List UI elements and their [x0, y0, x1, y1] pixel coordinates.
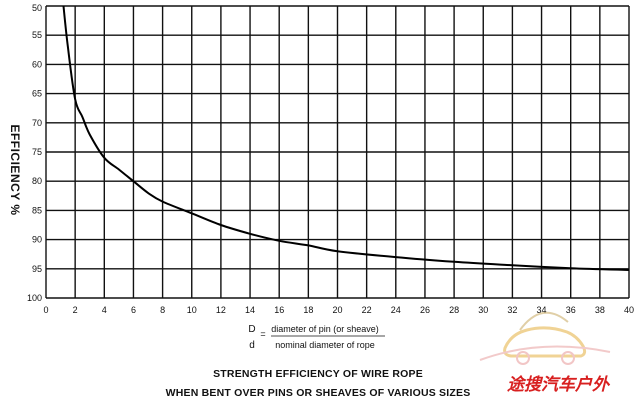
x-tick-labels: 0 2 4 6 8 10 12 14 16 18 20 22 24 26 28 30 32 34 36 38 40: [43, 305, 634, 315]
x-tick-label: 14: [245, 305, 255, 315]
x-tick-label: 6: [131, 305, 136, 315]
watermark-wheel-right-icon: [561, 351, 575, 365]
watermark-car-icon: [503, 326, 587, 358]
x-tick-label: 26: [420, 305, 430, 315]
x-tick-label: 4: [102, 305, 107, 315]
x-label-equals: =: [260, 329, 265, 339]
grid: [45, 5, 630, 299]
y-tick-label: 85: [32, 205, 42, 215]
x-tick-label: 38: [595, 305, 605, 315]
y-tick-label: 60: [32, 59, 42, 69]
x-tick-label: 12: [216, 305, 226, 315]
x-tick-label: 0: [43, 305, 48, 315]
watermark-swoosh-icon: [479, 345, 611, 361]
x-tick-label: 20: [332, 305, 342, 315]
x-tick-label: 28: [449, 305, 459, 315]
x-label-numerator-symbol: D: [248, 324, 255, 335]
x-tick-label: 8: [160, 305, 165, 315]
y-tick-label: 70: [32, 118, 42, 128]
chart-title: STRENGTH EFFICIENCY OF WIRE ROPE: [213, 368, 423, 380]
watermark-wheel-left-icon: [516, 351, 530, 365]
x-tick-label: 2: [73, 305, 78, 315]
watermark-text: 途搜汽车户外: [507, 375, 611, 394]
x-tick-label: 36: [566, 305, 576, 315]
x-tick-label: 10: [187, 305, 197, 315]
y-tick-label: 100: [27, 293, 42, 303]
watermark-logo: [479, 311, 611, 365]
x-axis-label: D = d diameter of pin (or sheave) nomina…: [248, 324, 385, 351]
y-tick-label: 50: [32, 3, 42, 13]
y-tick-label: 55: [32, 30, 42, 40]
x-tick-label: 40: [624, 305, 634, 315]
y-tick-label: 95: [32, 264, 42, 274]
y-tick-label: 90: [32, 235, 42, 245]
x-tick-label: 34: [537, 305, 547, 315]
y-tick-labels: 50 55 60 65 70 75 80 85 90 95 100: [27, 3, 42, 303]
x-tick-label: 16: [274, 305, 284, 315]
x-tick-label: 32: [507, 305, 517, 315]
x-label-denominator-text: nominal diameter of rope: [275, 340, 375, 350]
x-label-numerator-text: diameter of pin (or sheave): [271, 324, 379, 334]
chart-subtitle: WHEN BENT OVER PINS OR SHEAVES OF VARIOU…: [166, 387, 471, 399]
y-tick-label: 65: [32, 89, 42, 99]
x-tick-label: 30: [478, 305, 488, 315]
y-tick-label: 80: [32, 176, 42, 186]
y-tick-label: 75: [32, 147, 42, 157]
y-axis-label: EFFICIENCY %: [8, 124, 22, 215]
series-lines: [62, 5, 630, 271]
x-tick-label: 22: [362, 305, 372, 315]
x-label-denominator-symbol: d: [249, 340, 255, 351]
x-tick-label: 18: [303, 305, 313, 315]
efficiency-curve: [62, 5, 630, 271]
watermark-arc-icon: [519, 311, 569, 331]
x-tick-label: 24: [391, 305, 401, 315]
